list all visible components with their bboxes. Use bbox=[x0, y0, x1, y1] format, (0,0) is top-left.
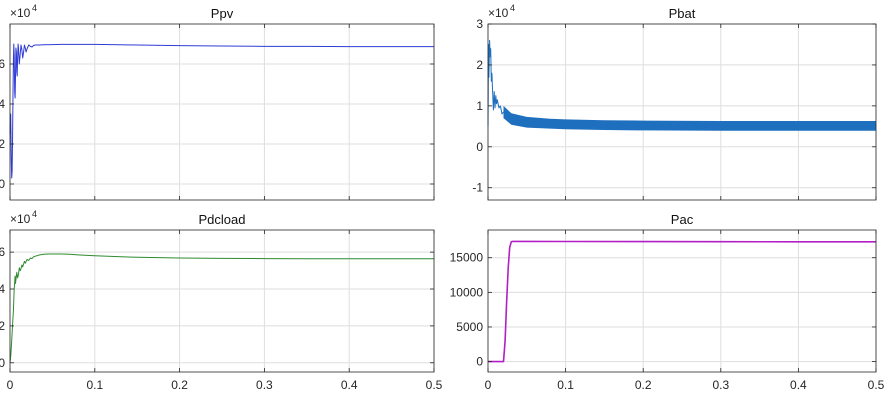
y-tick-label: 2 bbox=[476, 58, 483, 72]
x-tick-label: 0.2 bbox=[171, 378, 188, 392]
x-tick-label: 0 bbox=[7, 378, 14, 392]
axes-frame bbox=[487, 229, 877, 373]
exponent-label: ×10 bbox=[10, 212, 31, 226]
series-line bbox=[487, 39, 876, 127]
y-tick-label: 2 bbox=[0, 319, 5, 333]
plot-area bbox=[488, 230, 876, 372]
panel-pbat: -1 0 1 2 3 Pbat ×10 4 bbox=[472, 3, 877, 201]
y-tick-label: 1 bbox=[476, 99, 483, 113]
y-tick-label: 4 bbox=[0, 97, 5, 111]
exponent-label: ×10 bbox=[488, 6, 509, 20]
y-tick-label: 15000 bbox=[450, 251, 484, 265]
y-tick-label: 6 bbox=[0, 245, 5, 259]
x-tick-label: 0.3 bbox=[712, 378, 729, 392]
x-tick-label: 0 bbox=[485, 378, 492, 392]
axes-frame bbox=[487, 23, 877, 201]
x-tick-label: 0.1 bbox=[86, 378, 103, 392]
y-tick-label: 4 bbox=[0, 282, 5, 296]
plot-area bbox=[10, 230, 434, 372]
y-tick-label: 0 bbox=[0, 356, 5, 370]
x-tick-label: 0.2 bbox=[635, 378, 652, 392]
chart-title: Pac bbox=[671, 212, 694, 227]
exponent-power: 4 bbox=[510, 3, 515, 13]
chart-title: Pdcload bbox=[199, 212, 246, 227]
chart-title: Ppv bbox=[211, 6, 234, 21]
series-line bbox=[488, 240, 876, 363]
chart-title: Pbat bbox=[669, 6, 696, 21]
y-tick-label: 0 bbox=[0, 177, 5, 191]
x-tick-label: 0.1 bbox=[557, 378, 574, 392]
exponent-power: 4 bbox=[32, 3, 37, 13]
y-tick-label: 5000 bbox=[456, 320, 483, 334]
x-tick-label: 0.4 bbox=[790, 378, 807, 392]
series-line bbox=[9, 43, 434, 179]
x-tick-label: 0.3 bbox=[256, 378, 273, 392]
y-tick-label: 0 bbox=[476, 355, 483, 369]
x-tick-label: 0.4 bbox=[341, 378, 358, 392]
y-tick-label: 10000 bbox=[450, 285, 484, 299]
panel-pac: 0 5000 10000 15000 0 0.1 0.2 0.3 0.4 0.5 Pac bbox=[450, 212, 885, 392]
y-tick-label: 2 bbox=[0, 137, 5, 151]
series-line bbox=[9, 253, 434, 363]
plot-area bbox=[10, 24, 434, 200]
x-tick-label: 0.5 bbox=[426, 378, 443, 392]
plot-area bbox=[488, 24, 876, 200]
exponent-label: ×10 bbox=[10, 6, 31, 20]
axes-frame bbox=[9, 23, 435, 201]
x-tick-label: 0.5 bbox=[868, 378, 885, 392]
y-tick-label: 6 bbox=[0, 57, 5, 71]
axes-frame bbox=[9, 229, 435, 373]
y-tick-label: 0 bbox=[476, 140, 483, 154]
exponent-power: 4 bbox=[32, 209, 37, 219]
y-tick-label: 3 bbox=[476, 17, 483, 31]
y-tick-label: -1 bbox=[472, 181, 483, 195]
